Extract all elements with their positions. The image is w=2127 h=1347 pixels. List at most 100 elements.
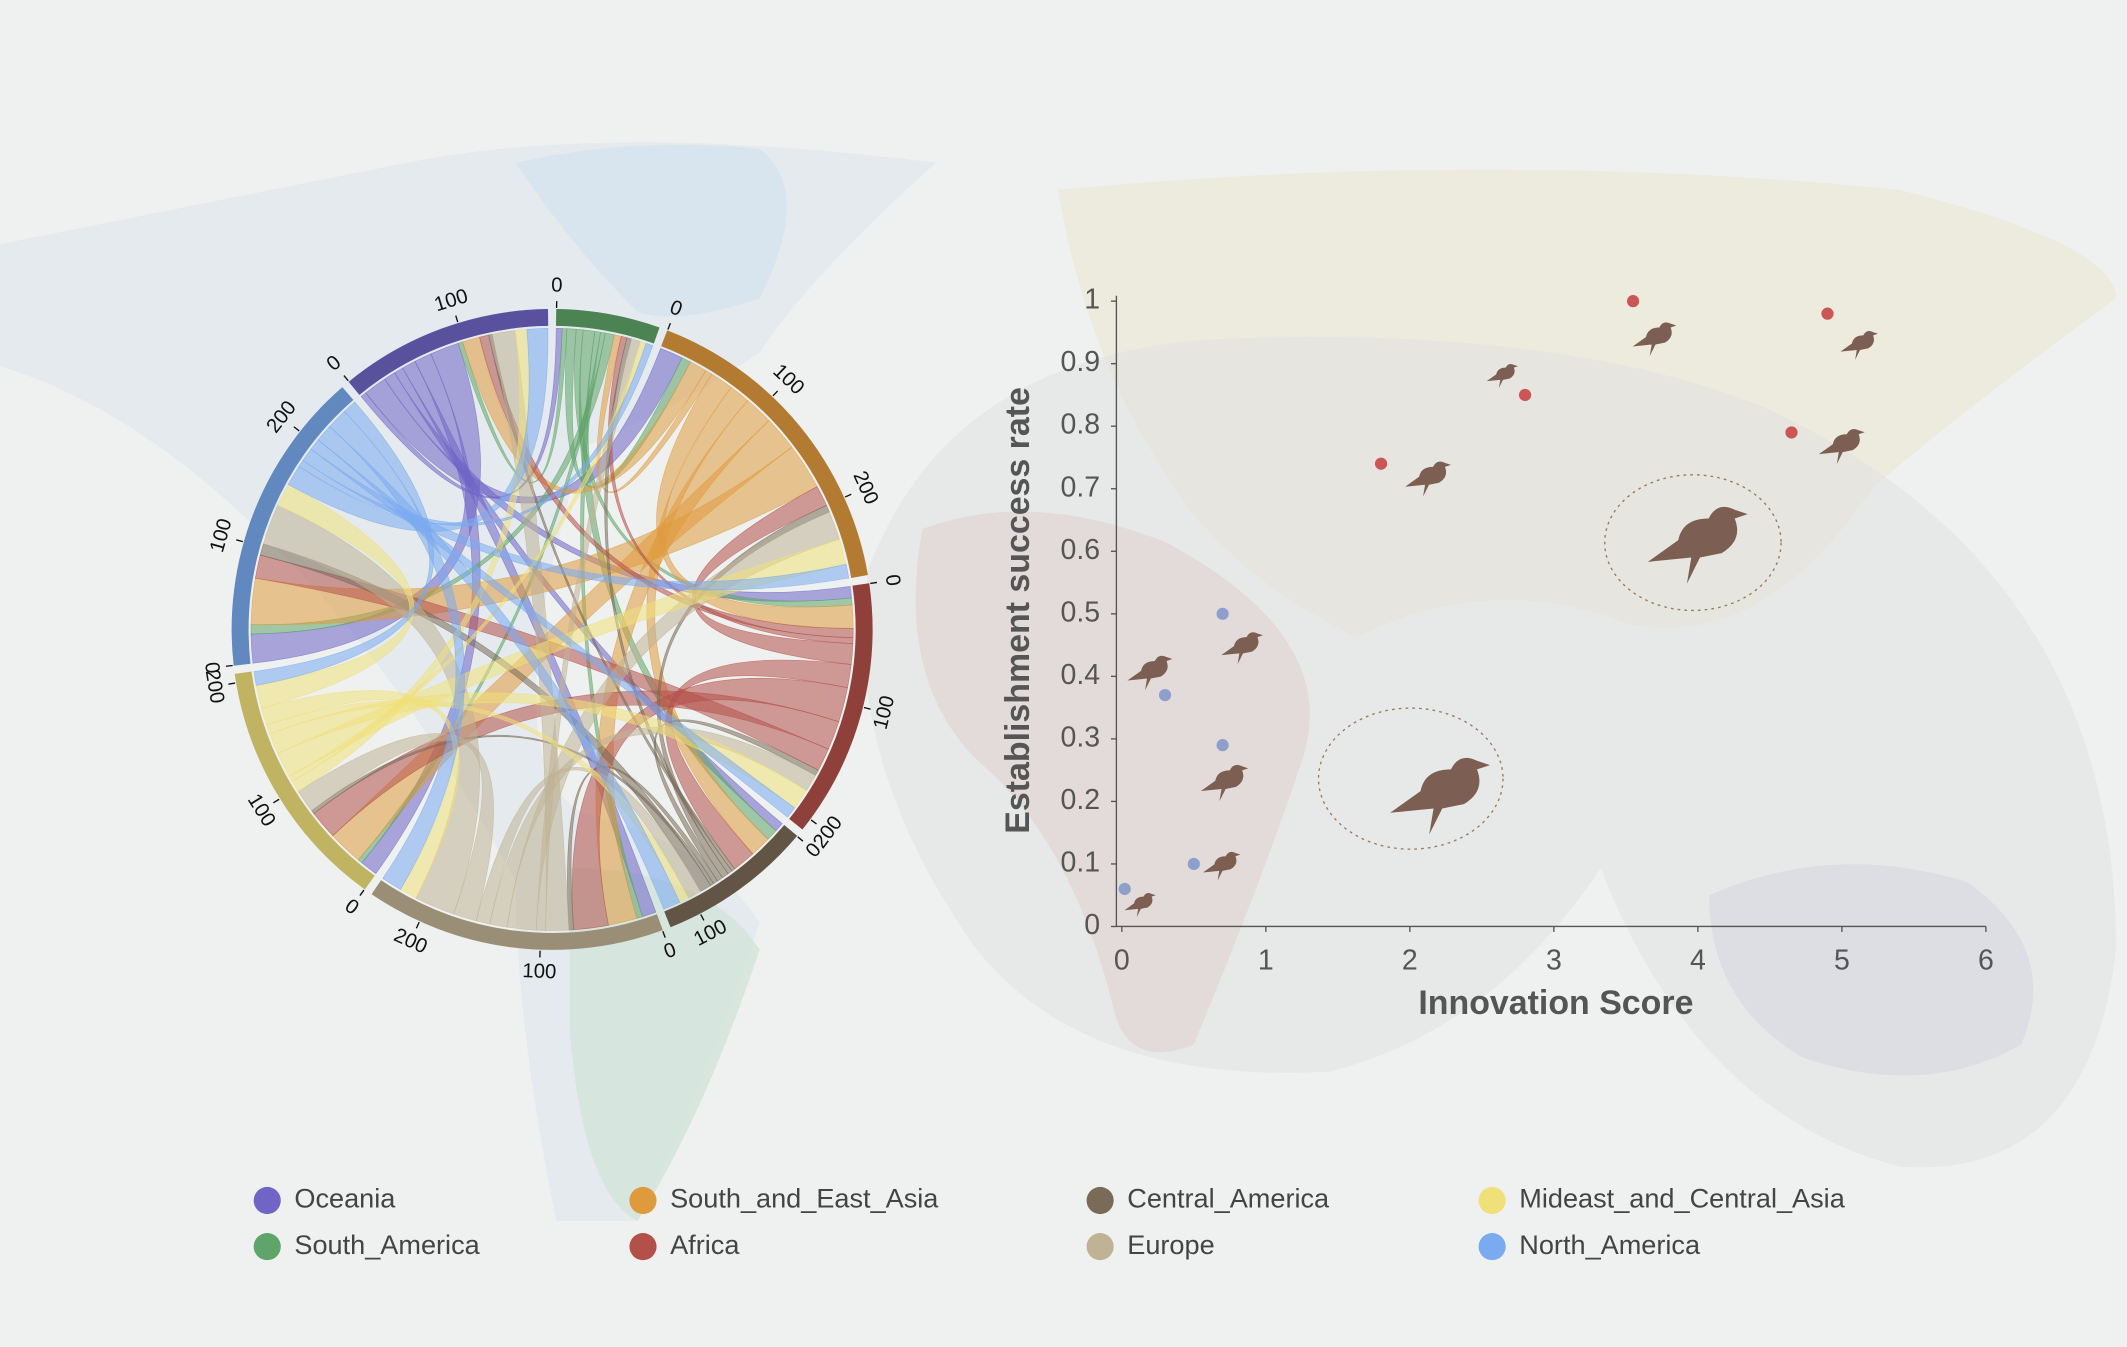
highlight-ring [1604,474,1782,612]
legend-label: Central_America [1127,1183,1330,1214]
chord-ribbon [692,486,854,665]
tick-mark [662,930,666,938]
sector-band [789,583,873,830]
tick-label: 0 [881,573,904,587]
tick-mark [273,798,280,804]
legend: Oceania South_America South_and_East_Asia A… [253,1183,1846,1261]
legend-swatch [629,1186,657,1215]
tick-label: 100 [206,516,236,555]
y-tick-label: 0.3 [1061,721,1101,753]
highlight-ring [1317,707,1504,850]
scatter-point [1216,739,1229,752]
sector-band [661,330,868,578]
x-axis-title: Innovation Score [1418,984,1693,1022]
sector-band [231,387,354,666]
tick-mark [455,315,459,323]
tick-mark [863,706,871,710]
scatter-point [1518,388,1532,402]
chord-ribbon [653,719,819,882]
tick-mark [667,322,672,330]
y-tick-label: 1 [1084,284,1100,316]
y-tick-label: 0 [1084,909,1100,941]
legend-swatch [1086,1186,1114,1215]
legend-label: Oceania [294,1183,396,1214]
tick-mark [225,664,233,667]
tick-mark [236,539,244,543]
x-tick-label: 4 [1690,944,1706,976]
tick-mark [772,390,779,397]
scatter-point [1158,689,1172,702]
x-tick-label: 3 [1546,944,1562,976]
tick-mark [359,889,365,896]
map-background [0,142,2117,1221]
chord-ribbon [462,336,707,494]
x-tick-label: 0 [1114,944,1130,976]
chord-ribbon [297,733,494,922]
tick-mark [797,836,804,842]
scatter-point [1118,882,1131,896]
tick-label: 100 [522,960,557,983]
chord-ribbon [287,327,549,532]
legend-swatch [629,1233,657,1261]
legend-swatch [253,1186,281,1215]
chord-ribbon [254,554,829,771]
chord-ribbon [596,334,713,493]
chord-ribbon [250,342,481,664]
y-tick-label: 0.9 [1061,346,1101,378]
tick-label: 200 [848,468,882,508]
tick-mark [870,581,878,585]
y-tick-label: 0.8 [1061,409,1101,441]
tick-label: 100 [243,790,280,830]
scatter-point [1821,307,1834,320]
chord-ribbon [665,659,852,870]
tick-label: 200 [201,668,228,705]
chord-ribbon [475,767,702,925]
tick-mark [810,819,817,825]
chord-ribbon [266,699,689,903]
y-tick-label: 0.1 [1061,846,1101,878]
sector-band [556,308,660,344]
scatter-point [1785,426,1798,439]
legend-label: Africa [670,1229,740,1260]
chord-ribbon [360,327,563,499]
scatter-point [1216,607,1229,620]
legend-label: South_America [294,1229,480,1260]
scatter-point [1374,457,1388,470]
y-tick-label: 0.4 [1061,659,1101,691]
chord-ribbon [250,332,615,635]
y-axis-title: Establishment success rate [999,387,1037,834]
scatter-chart: Innovation Score Establishment success r… [999,284,1994,1022]
legend-label: Europe [1127,1229,1214,1260]
tick-label: 0 [551,275,563,297]
tick-label: 0 [341,895,363,919]
y-tick-label: 0.2 [1061,784,1101,816]
chord-ribbon [567,766,719,931]
y-tick-label: 0.6 [1061,534,1101,566]
legend-swatch [253,1233,281,1261]
legend-label: North_America [1519,1229,1701,1260]
legend-swatch [1478,1186,1506,1215]
x-tick-label: 6 [1978,944,1994,976]
chord-ribbon [253,401,435,686]
sector-band [348,308,549,395]
chord-ribbon [656,504,830,879]
legend-label: Mideast_and_Central_Asia [1519,1183,1845,1214]
y-tick-label: 0.7 [1061,471,1101,503]
tick-mark [343,375,349,382]
legend-swatch [1086,1233,1114,1261]
tick-label: 0 [200,661,223,675]
sector-band [664,824,798,928]
tick-mark [700,914,705,921]
scatter-point [1187,857,1200,871]
tick-mark [844,493,852,498]
legend-swatch [1478,1233,1506,1261]
sector-band [371,880,663,950]
tick-label: 200 [390,924,430,958]
sector-band [234,671,375,890]
x-tick-label: 5 [1834,944,1850,976]
tick-mark [293,426,300,432]
legend-label: South_and_East_Asia [670,1183,939,1214]
y-tick-label: 0.5 [1061,596,1101,628]
